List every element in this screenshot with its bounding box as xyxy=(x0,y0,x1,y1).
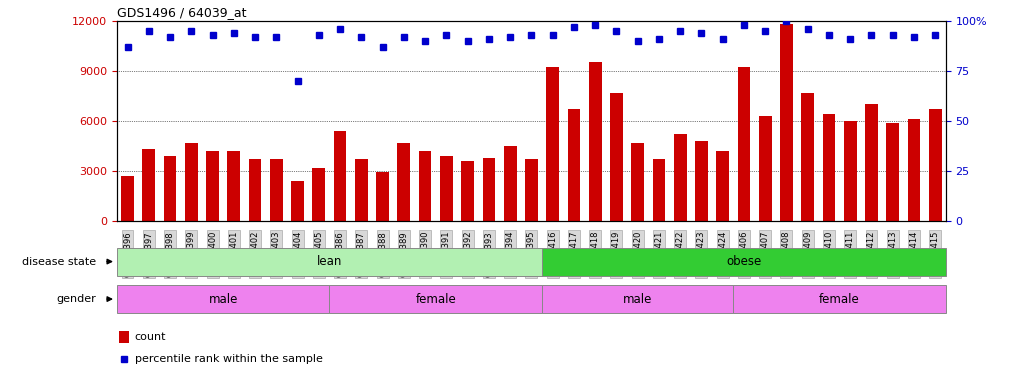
Bar xyxy=(759,116,772,221)
Bar xyxy=(440,156,453,221)
Bar xyxy=(142,149,156,221)
Bar xyxy=(120,331,128,344)
Bar xyxy=(185,142,197,221)
Bar xyxy=(610,93,622,221)
Bar xyxy=(121,176,134,221)
Bar xyxy=(376,172,388,221)
Bar xyxy=(780,24,793,221)
Bar xyxy=(503,146,517,221)
Text: female: female xyxy=(819,292,860,306)
Bar xyxy=(674,134,686,221)
Text: lean: lean xyxy=(316,255,342,268)
Text: percentile rank within the sample: percentile rank within the sample xyxy=(134,354,322,364)
Bar xyxy=(632,142,644,221)
Bar xyxy=(117,248,542,276)
Bar xyxy=(398,142,410,221)
Bar xyxy=(886,123,899,221)
Bar xyxy=(249,159,261,221)
Bar xyxy=(334,131,347,221)
Text: count: count xyxy=(134,332,166,342)
Bar xyxy=(228,151,240,221)
Bar xyxy=(589,62,601,221)
Bar xyxy=(716,151,729,221)
Bar xyxy=(695,141,708,221)
Bar xyxy=(542,248,946,276)
Bar xyxy=(291,181,304,221)
Bar xyxy=(907,119,920,221)
Bar xyxy=(844,121,856,221)
Bar xyxy=(653,159,665,221)
Text: disease state: disease state xyxy=(21,256,96,267)
Bar xyxy=(801,93,814,221)
Bar xyxy=(206,151,219,221)
Text: male: male xyxy=(208,292,238,306)
Bar xyxy=(482,158,495,221)
Text: gender: gender xyxy=(56,294,96,304)
Bar xyxy=(737,68,751,221)
Text: female: female xyxy=(415,292,456,306)
Bar xyxy=(733,285,946,313)
Text: GDS1496 / 64039_at: GDS1496 / 64039_at xyxy=(117,6,246,20)
Text: obese: obese xyxy=(726,255,762,268)
Bar xyxy=(823,114,835,221)
Bar xyxy=(330,285,542,313)
Bar xyxy=(525,159,538,221)
Bar xyxy=(117,285,330,313)
Bar xyxy=(419,151,431,221)
Bar xyxy=(355,159,368,221)
Bar xyxy=(312,168,325,221)
Text: male: male xyxy=(623,292,652,306)
Bar xyxy=(462,161,474,221)
Bar xyxy=(929,109,942,221)
Bar xyxy=(567,109,581,221)
Bar xyxy=(164,156,177,221)
Bar xyxy=(546,68,559,221)
Bar xyxy=(270,159,283,221)
Bar xyxy=(865,104,878,221)
Bar xyxy=(542,285,733,313)
